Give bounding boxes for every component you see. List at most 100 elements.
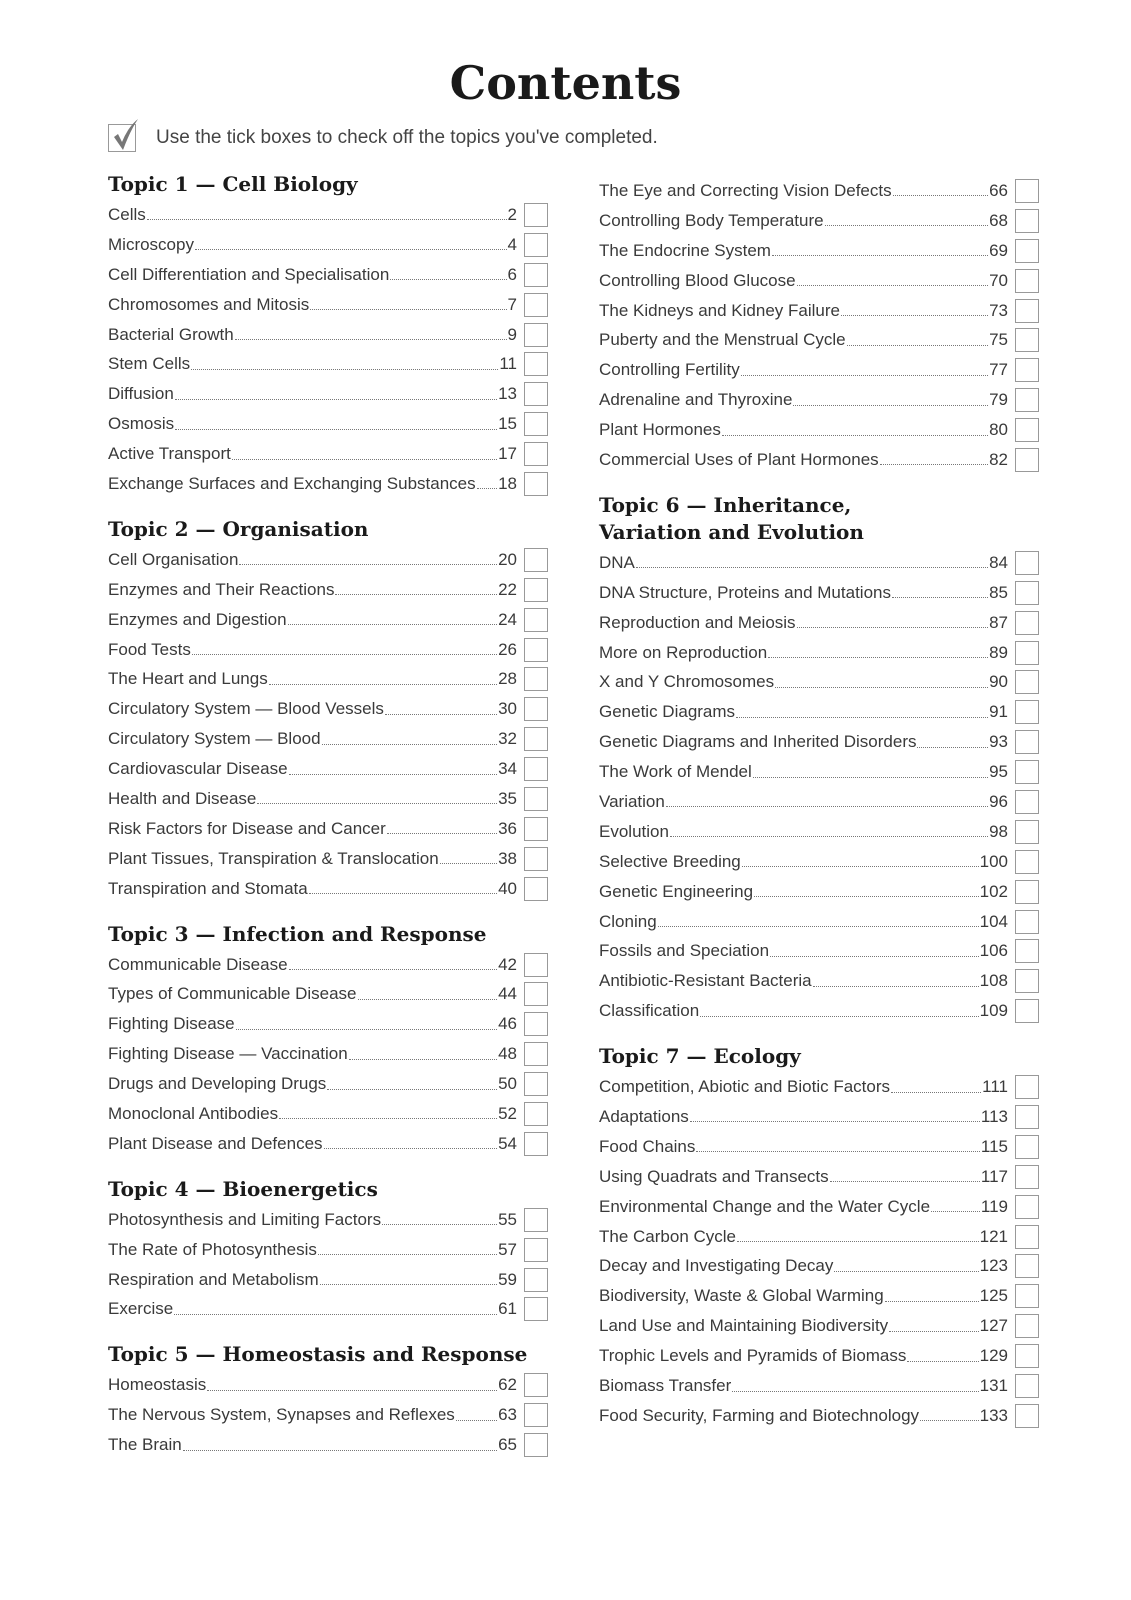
tick-checkbox[interactable] [524,982,548,1007]
topic-section: Topic 3 — Infection and Response Communic… [108,921,548,1159]
tick-checkbox[interactable] [1015,1104,1039,1129]
tick-checkbox[interactable] [1015,1374,1039,1398]
tick-checkbox[interactable] [524,232,548,257]
dot-leader [239,564,498,566]
tick-checkbox[interactable] [524,757,548,782]
tick-checkbox[interactable] [524,412,548,437]
tick-checkbox[interactable] [1015,849,1039,874]
tick-checkbox[interactable] [524,292,548,317]
tick-checkbox[interactable] [1015,238,1039,263]
tick-checkbox[interactable] [524,202,548,227]
tick-checkbox[interactable] [1015,610,1039,635]
entry-title: Antibiotic-Resistant Bacteria [599,971,812,991]
tick-checkbox[interactable] [524,1131,548,1156]
entry-page-number: 20 [498,549,517,569]
entry-title: Cardiovascular Disease [108,759,288,779]
tick-checkbox[interactable] [1015,1314,1039,1339]
tick-checkbox[interactable] [1015,640,1039,665]
tick-checkbox[interactable] [1015,730,1039,755]
tick-checkbox[interactable] [524,1403,548,1428]
tick-checkbox[interactable] [1015,1284,1039,1309]
tick-checkbox[interactable] [1015,1403,1039,1428]
tick-checkbox[interactable] [524,442,548,467]
tick-checkbox[interactable] [1015,1134,1039,1159]
tick-checkbox[interactable] [1015,819,1039,844]
dot-leader [812,985,979,987]
tick-checkbox[interactable] [524,1012,548,1037]
tick-checkbox[interactable] [524,547,548,572]
entry-title: Controlling Blood Glucose [599,270,796,290]
tick-checkbox[interactable] [524,471,548,496]
tick-checkbox[interactable] [524,1101,548,1126]
tick-checkbox[interactable] [1015,1254,1039,1279]
tick-checkbox[interactable] [524,1267,548,1292]
tick-checkbox[interactable] [1015,298,1039,323]
contents-entry: More on Reproduction 89 [599,638,1039,668]
tick-checkbox[interactable] [524,1237,548,1262]
tick-checkbox[interactable] [524,1373,548,1398]
tick-checkbox[interactable] [524,1297,548,1322]
tick-checkbox[interactable] [524,607,548,632]
tick-checkbox[interactable] [1015,909,1039,934]
tick-checkbox[interactable] [524,846,548,871]
tick-checkbox[interactable] [1015,789,1039,814]
tick-checkbox[interactable] [524,352,548,377]
tick-checkbox[interactable] [524,577,548,602]
tick-checkbox[interactable] [524,1207,548,1232]
tick-checkbox[interactable] [524,322,548,347]
tick-checkbox[interactable] [524,1433,548,1458]
entry-title: Risk Factors for Disease and Cancer [108,818,386,838]
contents-entry: Enzymes and Digestion 24 [108,605,548,635]
dot-leader [891,1091,982,1093]
entry-title: Chromosomes and Mitosis [108,294,310,314]
entry-page-number: 82 [989,449,1008,469]
tick-checkbox[interactable] [1015,969,1039,994]
tick-checkbox[interactable] [524,816,548,841]
tick-checkbox[interactable] [1015,1344,1039,1369]
contents-entry: Adaptations 113 [599,1102,1039,1132]
tick-checkbox[interactable] [1015,1164,1039,1189]
tick-checkbox[interactable] [1015,178,1039,203]
entry-page-number: 108 [979,971,1008,991]
contents-entry: The Kidneys and Kidney Failure 73 [599,296,1039,326]
tick-checkbox[interactable] [524,262,548,287]
tick-checkbox[interactable] [1015,700,1039,725]
tick-checkbox[interactable] [1015,447,1039,472]
tick-checkbox[interactable] [524,697,548,722]
entry-title: Enzymes and Digestion [108,609,287,629]
tick-checkbox[interactable] [1015,760,1039,785]
tick-checkbox[interactable] [524,786,548,811]
entry-title: Cell Differentiation and Specialisation [108,264,390,284]
tick-checkbox[interactable] [1015,418,1039,443]
tick-checkbox[interactable] [1015,670,1039,695]
tick-checkbox[interactable] [1015,268,1039,293]
tick-checkbox[interactable] [1015,328,1039,353]
tick-checkbox[interactable] [524,382,548,407]
contents-entry: Evolution 98 [599,817,1039,847]
tick-checkbox[interactable] [524,952,548,977]
entry-page-number: 90 [989,672,1008,692]
topic-section: Topic 5 — Homeostasis and Response Homeos… [108,1341,548,1460]
contents-entry: Transpiration and Stomata 40 [108,874,548,904]
entry-title: The Brain [108,1435,182,1455]
tick-checkbox[interactable] [1015,358,1039,383]
tick-checkbox[interactable] [524,1042,548,1067]
dot-leader [146,219,507,221]
tick-checkbox[interactable] [1015,999,1039,1024]
tick-checkbox[interactable] [1015,580,1039,605]
tick-checkbox[interactable] [524,667,548,692]
tick-checkbox[interactable] [1015,208,1039,233]
tick-checkbox[interactable] [524,727,548,752]
entry-title: Biomass Transfer [599,1376,732,1395]
tick-checkbox[interactable] [524,876,548,901]
tick-checkbox[interactable] [1015,550,1039,575]
tick-checkbox[interactable] [1015,1224,1039,1249]
tick-checkbox[interactable] [1015,939,1039,964]
topic-heading: Topic 6 — Inheritance, Variation and Evo… [599,492,864,544]
tick-checkbox[interactable] [1015,1075,1039,1100]
tick-checkbox[interactable] [524,1072,548,1097]
tick-checkbox[interactable] [1015,1194,1039,1219]
tick-checkbox[interactable] [1015,879,1039,904]
tick-checkbox[interactable] [1015,388,1039,413]
tick-checkbox[interactable] [524,637,548,662]
